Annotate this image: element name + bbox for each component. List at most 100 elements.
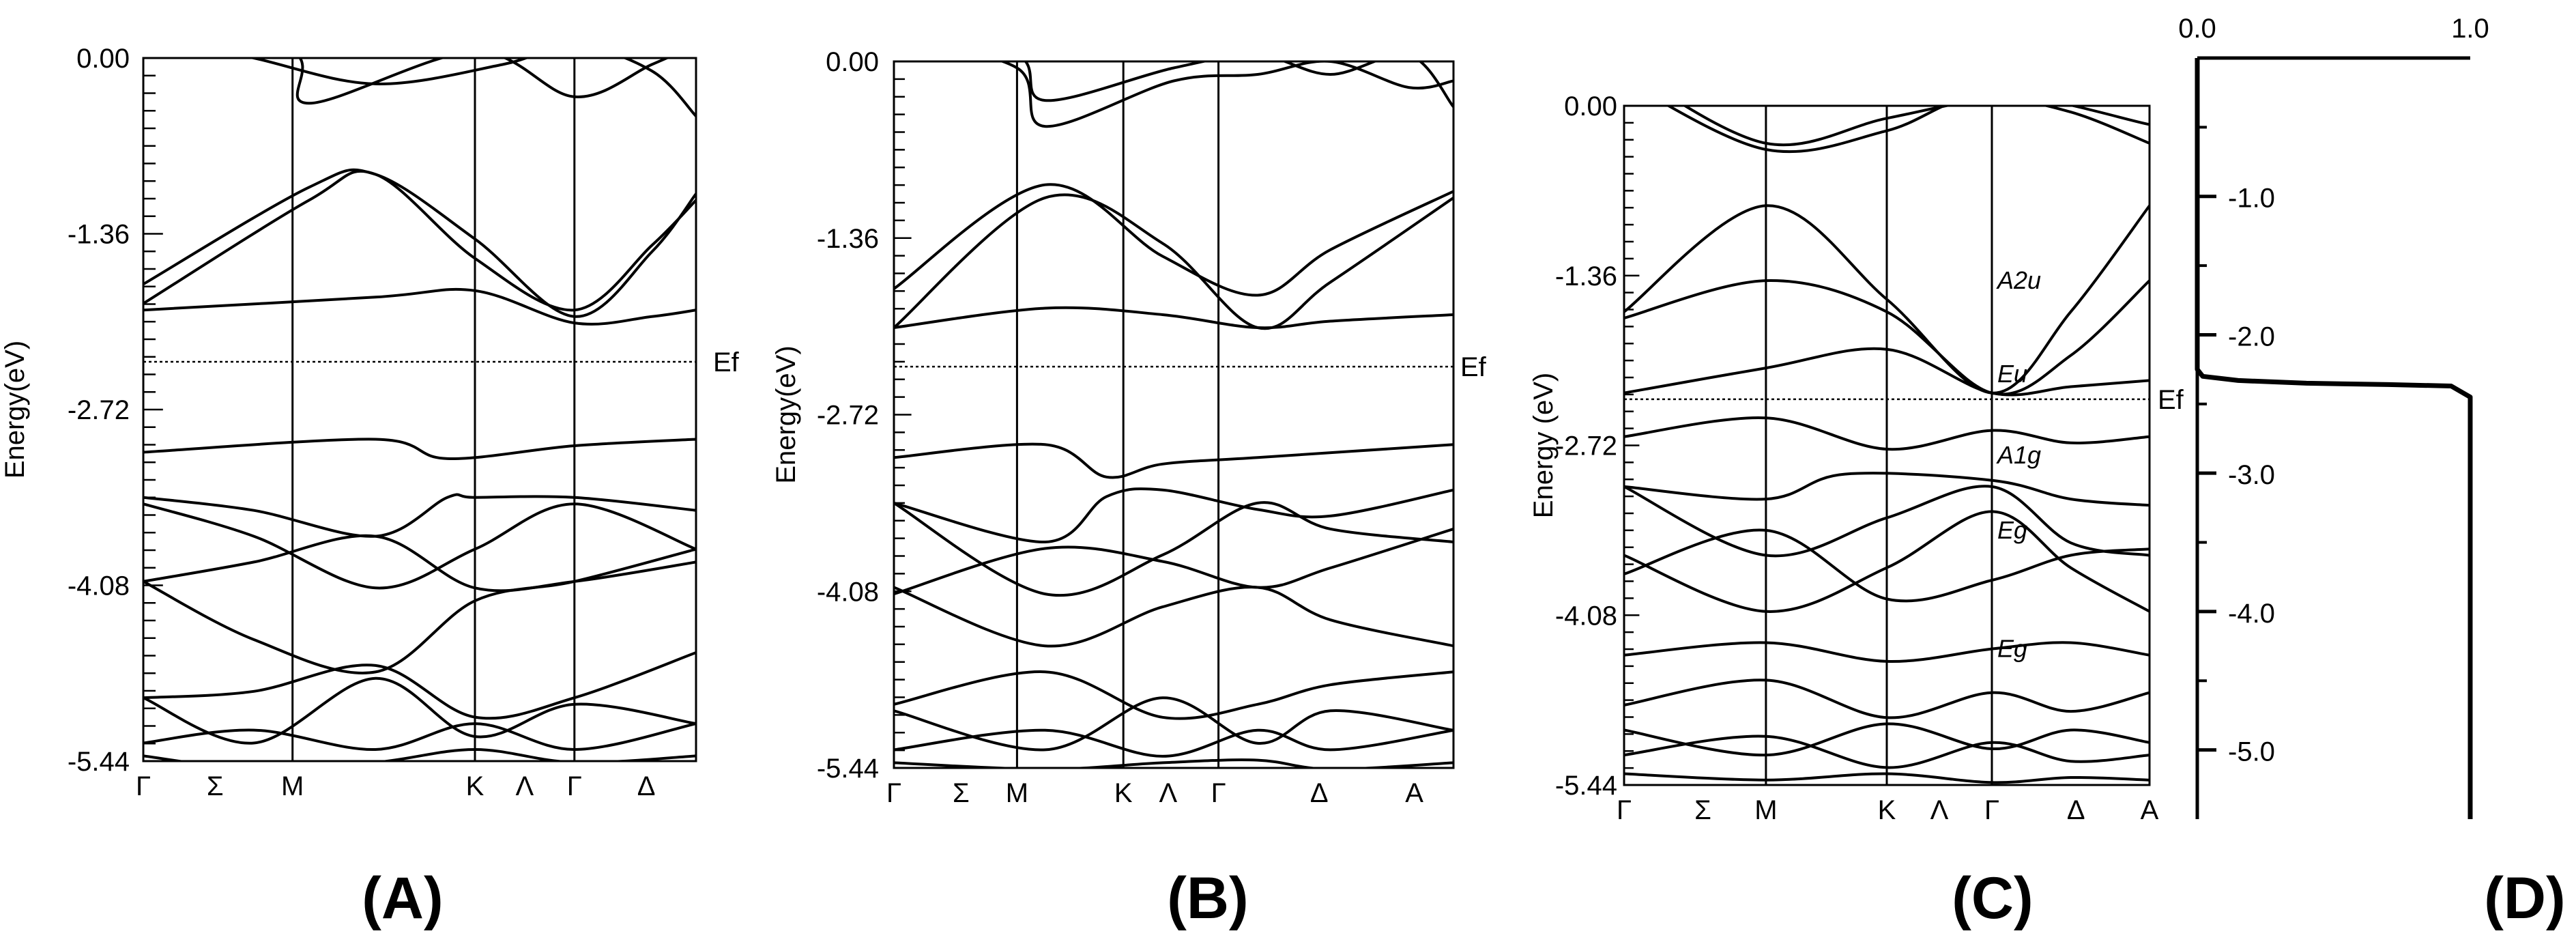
band-line xyxy=(143,502,696,590)
y-axis-label: Energy(eV) xyxy=(771,345,801,483)
y-tick-label: -1.36 xyxy=(68,220,130,250)
band-line xyxy=(143,747,696,761)
y-ticks xyxy=(143,57,163,762)
y-tick-label: -4.08 xyxy=(1555,601,1617,631)
y-ticks xyxy=(1624,104,1640,786)
y-tick-label: -5.44 xyxy=(68,747,130,777)
k-point-label: Δ xyxy=(637,771,656,801)
panel-a: Ef 0.00 -1.36 -2.72 -4.08 -5.44 Energy(eV) Γ Σ M K… xyxy=(0,44,740,931)
band-line xyxy=(894,586,1453,648)
y-tick-label: -5.44 xyxy=(817,754,879,784)
band-line xyxy=(143,493,696,538)
y-tick-label: -4.08 xyxy=(817,577,879,607)
y-axis-label: Energy (eV) xyxy=(1529,373,1559,518)
band-line xyxy=(1624,472,2150,507)
band-line xyxy=(1624,279,2150,396)
k-point-label: Λ xyxy=(1159,778,1177,808)
k-point-label: K xyxy=(1114,778,1133,808)
k-point-label: Σ xyxy=(1694,795,1711,825)
k-point-label: A xyxy=(2141,795,2159,825)
y-tick-label: 0.00 xyxy=(76,44,130,74)
band-line xyxy=(143,676,696,745)
panel-label: (A) xyxy=(362,866,443,931)
band-line xyxy=(998,61,1453,128)
y-tick-label: -2.72 xyxy=(1555,431,1617,461)
k-point-label: Γ xyxy=(1211,778,1226,808)
band-line xyxy=(1624,722,2150,757)
band-line xyxy=(247,58,696,117)
y-tick-label: -4.08 xyxy=(68,571,130,601)
band-line xyxy=(143,438,696,460)
k-point-label: Γ xyxy=(886,778,901,808)
panel-b: Ef 0.00 -1.36 -2.72 -4.08 -5.44 Energy(eV) Γ Σ M K… xyxy=(771,47,1487,931)
plot-frame xyxy=(893,60,1455,769)
band-line xyxy=(894,670,1453,720)
band-line xyxy=(295,58,671,105)
symmetry-label: Eu xyxy=(1997,360,2027,388)
band-line xyxy=(1624,641,2150,663)
k-point-label: M xyxy=(1006,778,1028,808)
panel-c: Ef 0.00 -1.36 -2.72 -4.08 -5.44 Energy (eV) Γ Σ M… xyxy=(1529,91,2184,931)
band-line xyxy=(894,442,1453,479)
band-line xyxy=(143,722,696,752)
band-line xyxy=(894,306,1453,330)
k-point-label: Σ xyxy=(207,771,224,801)
k-point-label: Λ xyxy=(516,771,534,801)
panel-label: (C) xyxy=(1952,866,2033,931)
y-tick-label: 0.00 xyxy=(1564,91,1617,122)
band-line xyxy=(1624,416,2150,451)
k-point-label: K xyxy=(466,771,484,801)
y-tick-label: -1.0 xyxy=(2228,184,2275,214)
band-line xyxy=(143,547,696,674)
symmetry-label: A2u xyxy=(1996,266,2041,294)
band-line xyxy=(894,487,1453,544)
band-line xyxy=(894,183,1453,297)
k-point-label: Δ xyxy=(1310,778,1329,808)
k-point-label: A xyxy=(1405,778,1423,808)
y-tick-label: -2.0 xyxy=(2228,322,2275,352)
k-point-label: Γ xyxy=(1984,795,1999,825)
fermi-level-label: Ef xyxy=(2158,385,2184,415)
k-point-label: M xyxy=(281,771,304,801)
bands xyxy=(1624,106,2150,784)
k-point-label: K xyxy=(1878,795,1896,825)
band-line xyxy=(894,527,1453,596)
y-tick-label: -5.0 xyxy=(2228,737,2275,767)
band-line xyxy=(1624,485,2150,558)
band-line xyxy=(894,501,1453,597)
band-line xyxy=(894,193,1453,330)
y-tick-label: -1.36 xyxy=(817,224,879,254)
k-point-label: M xyxy=(1754,795,1777,825)
panel-label: (D) xyxy=(2484,866,2565,931)
y-ticks xyxy=(894,60,912,769)
y-tick-label: -1.36 xyxy=(1555,261,1617,291)
y-tick-label: -5.44 xyxy=(1555,771,1617,801)
x-tick-label: 1.0 xyxy=(2451,14,2489,44)
band-line xyxy=(1624,510,2150,613)
band-line xyxy=(1024,61,1453,108)
occupation-curve xyxy=(2195,58,2473,819)
k-point-label: Γ xyxy=(567,771,582,801)
band-line xyxy=(1624,734,2150,769)
y-tick-label: -2.72 xyxy=(817,401,879,431)
band-line xyxy=(894,696,1453,752)
y-tick-label: 0.00 xyxy=(826,47,879,77)
band-line xyxy=(1682,106,2150,147)
k-point-label: Σ xyxy=(953,778,970,808)
bands xyxy=(143,58,696,761)
k-point-label: Γ xyxy=(136,771,151,801)
panel-label: (B) xyxy=(1167,866,1248,931)
y-tick-label: -2.72 xyxy=(68,395,130,425)
x-tick-label: 0.0 xyxy=(2178,14,2216,44)
band-line xyxy=(1624,528,2150,603)
band-line xyxy=(143,534,696,593)
k-point-label: Δ xyxy=(2067,795,2085,825)
y-tick-label: -4.0 xyxy=(2228,599,2275,629)
band-line xyxy=(143,287,696,326)
panel-d: 0.0 1.0 -1.0 -2.0 -3.0 -4.0 -5.0 (D) xyxy=(2178,14,2566,931)
bands xyxy=(894,61,1453,768)
band-line xyxy=(1624,679,2150,719)
symmetry-label: A1g xyxy=(1996,441,2041,469)
symmetry-label: Eg xyxy=(1997,635,2027,663)
